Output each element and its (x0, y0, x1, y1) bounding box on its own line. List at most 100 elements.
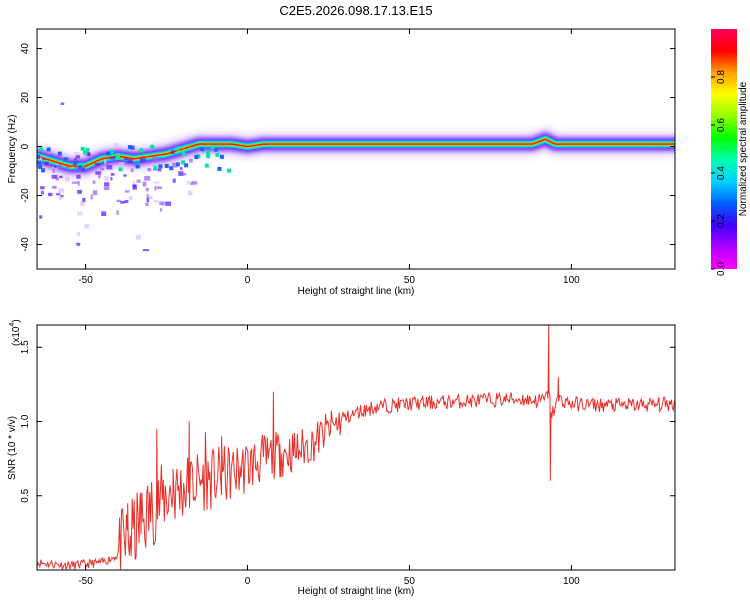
heatmap-noise-cell (52, 168, 55, 173)
heatmap-noise-cell (154, 186, 157, 191)
heatmap-noise-cell (59, 175, 63, 179)
heatmap-noise-cell (124, 200, 129, 203)
heatmap-hot-cell (219, 154, 224, 159)
heatmap-noise-cell (52, 185, 57, 189)
heatmap-x-axis-label: Height of straight line (km) (298, 286, 415, 297)
heatmap-noise-cell (128, 196, 133, 200)
heatmap-hot-cell (57, 151, 62, 156)
x-tick-label: -50 (78, 576, 93, 587)
heatmap-noise-cell (109, 156, 116, 160)
heatmap-hot-cell (204, 163, 209, 168)
heatmap-noise-cell (82, 167, 86, 172)
snr-y-multiplier-base: (x104) (9, 319, 22, 346)
heatmap-noise-cell (120, 200, 125, 204)
snr-frame (36, 324, 676, 571)
heatmap-hot-cell (150, 144, 155, 149)
snr-series-line (37, 325, 675, 570)
heatmap-noise-cell (94, 163, 100, 166)
heatmap-noise-cell (95, 171, 102, 175)
heatmap-noise-cell (53, 165, 57, 169)
y-tick-label: -40 (20, 237, 31, 252)
heatmap-noise-cell (148, 195, 153, 200)
heatmap-noise-cell (37, 157, 42, 163)
y-tick-label: 40 (20, 43, 31, 55)
heatmap-noise-cell (87, 153, 91, 157)
heatmap-noise-cell (40, 186, 45, 190)
heatmap-panel: -50 0 50 100 -40 -20 0 20 40 Height of straight… (7, 28, 676, 297)
heatmap-noise-cell (153, 200, 159, 203)
heatmap-hot-cell (175, 146, 180, 151)
heatmap-noise-cell (77, 189, 83, 194)
heatmap-hot-cell (37, 160, 42, 165)
heatmap-hot-cell (116, 155, 121, 160)
heatmap-noise-cell (39, 215, 43, 219)
heatmap-hot-cell (226, 168, 231, 173)
snr-y-multiplier-exp: 4 (9, 323, 16, 327)
heatmap-y-ticks: -40 -20 0 20 40 (20, 43, 675, 252)
heatmap-noise-cell (132, 180, 135, 185)
heatmap-noise-cell (147, 168, 152, 172)
heatmap-noise-cell (73, 151, 80, 155)
heatmap-noise-cell (104, 182, 110, 186)
heatmap-noise-cell (145, 202, 149, 207)
heatmap-noise-cell (153, 181, 160, 184)
heatmap-hot-cell (181, 160, 186, 165)
heatmap-noise-cell (56, 193, 61, 196)
snr-panel: -50 0 50 100 0.5 1.0 1.5 Height of straight l… (7, 319, 676, 597)
heatmap-hot-cell (80, 146, 85, 151)
heatmap-noise-cell (156, 186, 163, 189)
heatmap-noise-cell (135, 234, 141, 240)
heatmap-noise-cell (92, 190, 98, 196)
heatmap-noise-cell (60, 194, 64, 198)
heatmap-noise-cell (58, 196, 63, 201)
heatmap-hot-cell (175, 162, 180, 167)
colorbar: 0.0 0.2 0.4 0.6 0.8 Normalized spectral ampl… (711, 29, 749, 276)
heatmap-hot-cell (127, 145, 132, 150)
heatmap-noise-cell (125, 190, 130, 193)
heatmap-noise-cell (171, 149, 175, 154)
heatmap-hot-cell (206, 150, 211, 155)
heatmap-hot-cell (41, 168, 46, 173)
heatmap-noise-cell (114, 142, 118, 148)
colorbar-tick-label: 0.2 (716, 214, 727, 228)
snr-x-axis-label: Height of straight line (km) (298, 586, 415, 597)
snr-y-multiplier: (x104) (9, 319, 22, 346)
x-tick-label: 100 (563, 275, 580, 286)
heatmap-noise-cell (165, 201, 171, 206)
heatmap-noise-cell (77, 211, 83, 216)
x-tick-label: 50 (404, 275, 416, 286)
heatmap-noise-cell (82, 197, 86, 203)
colorbar-tick-label: 0.4 (716, 166, 727, 180)
heatmap-noise-cell (182, 173, 187, 176)
heatmap-hot-cell (78, 165, 83, 170)
heatmap-noise-cell (152, 155, 158, 161)
heatmap-hot-cell (158, 164, 163, 169)
heatmap-noise-cell (130, 168, 134, 172)
y-tick-label: 20 (20, 92, 31, 104)
snr-x-ticks: -50 0 50 100 (78, 325, 580, 587)
heatmap-hot-cell (184, 163, 189, 168)
heatmap-noise-cell (172, 162, 178, 168)
y-tick-label: 1.5 (20, 340, 31, 354)
heatmap-noise-cell (90, 194, 93, 200)
heatmap-noise-cell (76, 242, 81, 246)
heatmap-hot-cell (37, 154, 40, 159)
heatmap-noise-cell (75, 155, 81, 159)
heatmap-hot-cell (118, 167, 123, 172)
heatmap-noise-cell (178, 171, 184, 176)
x-tick-label: 0 (245, 576, 251, 587)
heatmap-noise-cell (84, 224, 90, 229)
heatmap-noise-cell (51, 174, 58, 179)
y-tick-label: -20 (20, 188, 31, 203)
colorbar-ticks: 0.0 0.2 0.4 0.6 0.8 (711, 70, 727, 276)
x-tick-label: 50 (404, 576, 416, 587)
colorbar-label: Normalized spectral amplitude (738, 81, 749, 216)
heatmap-hot-cell (139, 148, 144, 153)
heatmap-noise-cell (179, 167, 183, 170)
heatmap-noise-cell (142, 249, 149, 252)
heatmap-noise-cell (189, 158, 193, 163)
heatmap-hot-cell (106, 151, 111, 156)
heatmap-hot-cell (135, 164, 140, 169)
heatmap-hot-cell (210, 145, 215, 150)
